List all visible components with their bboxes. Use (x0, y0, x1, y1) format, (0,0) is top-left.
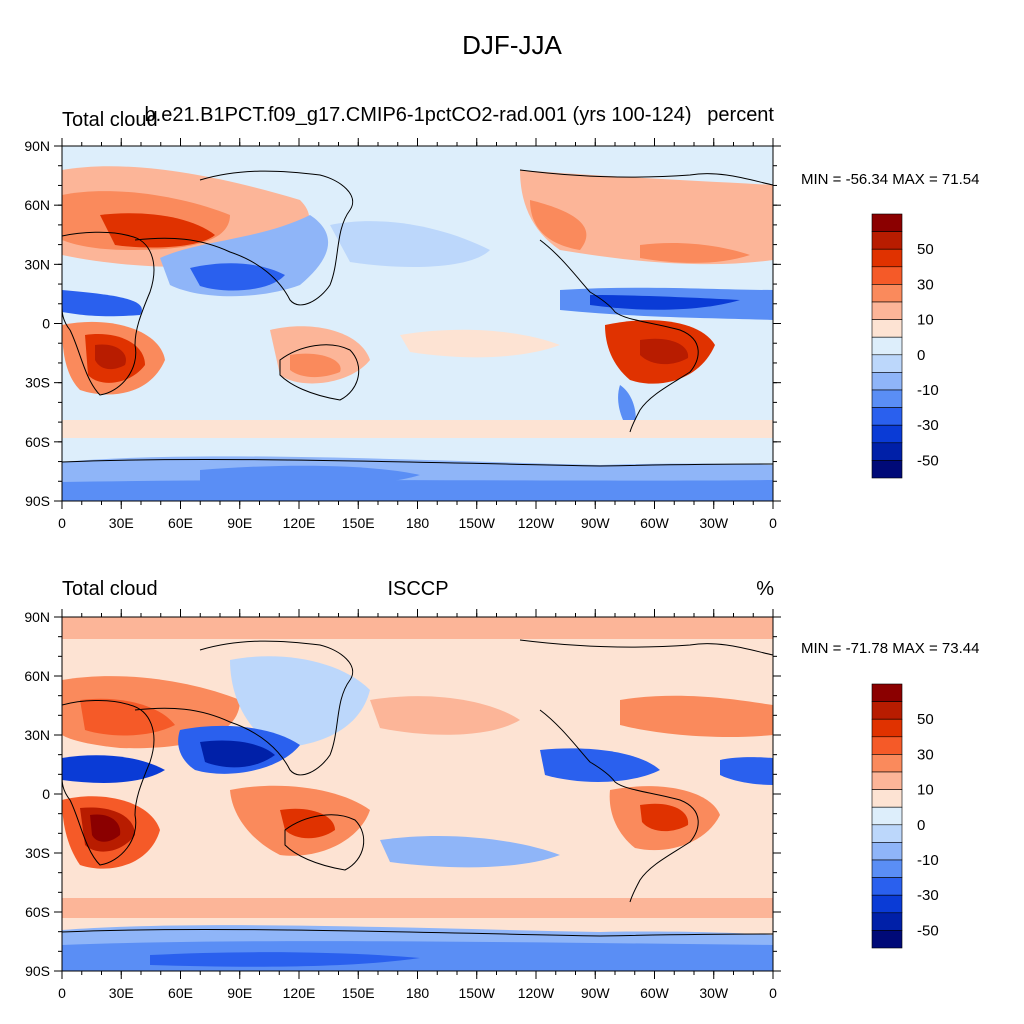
panel2-lon-tick-label: 0 (58, 985, 66, 1001)
panel1-colorbar-box (871, 407, 903, 426)
panel2-lat-tick-label: 0 (42, 786, 50, 802)
panel1-lat-tick-label: 0 (42, 316, 50, 332)
panel2-lon-tick-label: 180 (406, 985, 430, 1001)
panel1-lon-tick-label: 60E (168, 515, 193, 531)
panel1-min-max: MIN = -56.34 MAX = 71.54 (801, 171, 980, 188)
panel2-lon-tick-label: 120W (518, 985, 555, 1001)
panel2-lon-tick-label: 150W (458, 985, 495, 1001)
panel2-lat-tick-label: 90N (24, 609, 50, 625)
main-title: DJF-JJA (462, 30, 562, 60)
panel2-colorbar-box (871, 683, 903, 702)
panel2-lon-tick-label: 90W (581, 985, 611, 1001)
panel1-colorbar-label: 30 (917, 276, 934, 293)
panel2-colorbar-box (871, 930, 903, 949)
panel2-colorbar-label: -50 (917, 922, 939, 939)
panel2-lon-tick-label: 60W (640, 985, 670, 1001)
panel2-lat-tick-label: 30S (25, 845, 50, 861)
panel2-lon-tick-label: 150E (342, 985, 375, 1001)
panel2-lon-tick-label: 120E (283, 985, 316, 1001)
panel2-colorbar-label: 10 (917, 782, 934, 799)
panel2-min-max: MIN = -71.78 MAX = 73.44 (801, 640, 980, 657)
panel1-lon-tick-label: 30W (699, 515, 729, 531)
panel2-lat-tick-label: 30N (24, 727, 50, 743)
panel1-lon-tick-label: 60W (640, 515, 670, 531)
panel1-colorbar-label: -50 (917, 452, 939, 469)
panel1-colorbar-box (871, 248, 903, 268)
panel2-colorbar-box (871, 701, 903, 720)
panel1-lon-tick-label: 0 (769, 515, 777, 531)
panel1-lon-tick-label: 150W (458, 515, 495, 531)
panel2-colorbar-box (871, 824, 903, 843)
panel1-colorbar-box (871, 301, 903, 320)
panel1-lon-tick-label: 120E (283, 515, 316, 531)
panel2-lat-tick-label: 90S (25, 963, 50, 979)
panel2-colorbar-label: -10 (917, 852, 939, 869)
panel1-colorbar-box (871, 231, 903, 250)
panel1-colorbar-box (871, 319, 903, 338)
panel1-lon-tick-label: 30E (109, 515, 134, 531)
panel1-colorbar-box (871, 213, 903, 232)
panel2-colorbar-box (871, 894, 903, 914)
panel1-colorbar-label: -30 (917, 417, 939, 434)
panel2-lon-tick-label: 30W (699, 985, 729, 1001)
panel1-lon-tick-label: 90W (581, 515, 611, 531)
panel1-colorbar-label: 50 (917, 241, 934, 258)
panel2-center-label: ISCCP (387, 578, 449, 600)
panel2-colorbar-label: 50 (917, 711, 934, 728)
panel2-colorbar-box (871, 842, 903, 861)
panel1-colorbar-box (871, 389, 903, 408)
panel1-lon-tick-label: 150E (342, 515, 375, 531)
panel1-lat-tick-label: 30S (25, 375, 50, 391)
panel2-right-label: % (756, 578, 774, 600)
panel2-lon-tick-label: 60E (168, 985, 193, 1001)
panel1-lat-tick-label: 90S (25, 493, 50, 509)
panel2-colorbar-box (871, 912, 903, 931)
panel1-colorbar-box (871, 424, 903, 444)
panel1-lon-tick-label: 180 (406, 515, 430, 531)
panel2-left-label: Total cloud (62, 578, 158, 600)
panel1-colorbar-box (871, 336, 903, 356)
panel2-lat-tick-label: 60S (25, 904, 50, 920)
panel1-center-label: b.e21.B1PCT.f09_g17.CMIP6-1pctCO2-rad.00… (144, 104, 692, 126)
panel1-right-label: percent (707, 104, 774, 126)
panel1-lon-tick-label: 90E (227, 515, 252, 531)
panel1-colorbar-label: 0 (917, 347, 925, 364)
panel1-colorbar-label: 10 (917, 312, 934, 329)
panel2-lon-tick-label: 0 (769, 985, 777, 1001)
panel1-lon-tick-label: 120W (518, 515, 555, 531)
panel1-colorbar-label: -10 (917, 382, 939, 399)
panel1-colorbar-box (871, 442, 903, 461)
panel2-colorbar-label: 0 (917, 817, 925, 834)
panel2-colorbar-box (871, 736, 903, 755)
panel1-colorbar-box (871, 460, 903, 479)
panel1-colorbar-box (871, 354, 903, 373)
panel1-left-label: Total cloud (62, 109, 158, 131)
panel1-colorbar-box (871, 266, 903, 285)
panel1-colorbar-box (871, 372, 903, 391)
panel2-colorbar-box (871, 877, 903, 896)
panel1-colorbar-box (871, 284, 903, 303)
panel2-colorbar-box (871, 771, 903, 790)
panel1-lat-tick-label: 60N (24, 197, 50, 213)
panel2-contour-map (62, 617, 773, 971)
panel2-lon-tick-label: 30E (109, 985, 134, 1001)
panel1-contour-map (62, 146, 773, 501)
panel2-colorbar-box (871, 859, 903, 878)
panel2-colorbar-box (871, 806, 903, 826)
panel1-lat-tick-label: 60S (25, 434, 50, 450)
panel2-colorbar-box (871, 718, 903, 738)
panel1-lat-tick-label: 30N (24, 256, 50, 272)
panel1-lon-tick-label: 0 (58, 515, 66, 531)
panel2-colorbar-box (871, 789, 903, 808)
panel2-lon-tick-label: 90E (227, 985, 252, 1001)
panel1-lat-tick-label: 90N (24, 138, 50, 154)
panel2-colorbar-label: -30 (917, 887, 939, 904)
panel2-colorbar-label: 30 (917, 746, 934, 763)
panel2-colorbar-box (871, 754, 903, 773)
panel2-lat-tick-label: 60N (24, 668, 50, 684)
